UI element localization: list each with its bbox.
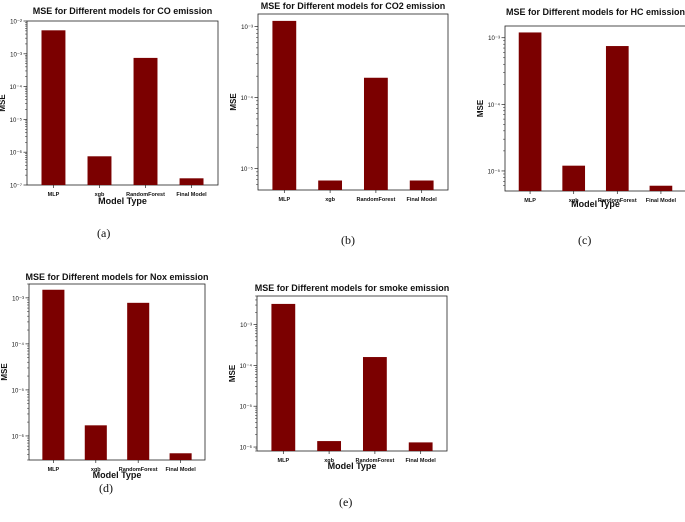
bar-mlp	[272, 20, 297, 190]
y-tick-label: 10⁻³	[488, 36, 500, 42]
y-tick-label: 10⁻⁷	[10, 183, 22, 190]
y-tick-label: 10⁻²	[10, 20, 22, 26]
chart-panel-2: MSE for Different models for CO2 emissio…	[229, 1, 449, 203]
x-tick-label: MLP	[279, 197, 291, 203]
chart-title: MSE for Different models for Nox emissio…	[25, 272, 208, 282]
x-tick-label: MLP	[48, 192, 60, 198]
x-tick-label: RandomForest	[119, 467, 158, 473]
y-axis-label: MSE	[476, 99, 485, 117]
x-tick-label: MLP	[278, 458, 290, 464]
y-tick-label: 10⁻³	[12, 296, 24, 302]
x-tick-label: RandomForest	[126, 192, 165, 198]
y-axis-label: MSE	[0, 363, 9, 381]
x-tick-label: xgb	[95, 192, 105, 198]
chart-panel-5: MSE for Different models for smoke emiss…	[228, 283, 449, 471]
y-tick-label: 10⁻³	[240, 323, 252, 329]
bar-xgb	[318, 180, 343, 190]
chart-title: MSE for Different models for HC emission	[506, 7, 685, 17]
y-tick-label: 10⁻⁵	[241, 166, 254, 173]
chart-title: MSE for Different models for smoke emiss…	[255, 283, 450, 293]
bar-final-model	[649, 185, 673, 191]
bar-randomforest	[362, 357, 387, 451]
x-axis-label: Model Type	[571, 199, 620, 209]
y-tick-label: 10⁻⁴	[10, 84, 23, 91]
x-tick-label: Final Model	[165, 467, 196, 473]
bar-xgb	[87, 156, 112, 185]
panel-label-d: (d)	[99, 481, 113, 495]
x-tick-label: MLP	[48, 467, 60, 473]
y-tick-label: 10⁻³	[10, 52, 22, 58]
x-tick-label: Final Model	[407, 197, 438, 203]
x-tick-label: RandomForest	[356, 197, 395, 203]
y-tick-label: 10⁻⁴	[240, 363, 253, 370]
plot-frame	[26, 20, 219, 186]
x-tick-label: xgb	[569, 198, 579, 204]
y-tick-label: 10⁻⁶	[10, 150, 23, 157]
plot-frame	[504, 25, 685, 192]
x-axis-label: Model Type	[328, 461, 377, 471]
x-tick-label: Final Model	[176, 192, 207, 198]
bar-final-model	[179, 178, 204, 185]
x-tick-label: RandomForest	[598, 198, 637, 204]
chart-title: MSE for Different models for CO2 emissio…	[261, 1, 446, 11]
x-tick-label: Final Model	[406, 458, 437, 464]
bar-final-model	[169, 453, 192, 460]
x-tick-label: xgb	[325, 197, 335, 203]
plot-frame	[256, 295, 448, 452]
plot-frame	[28, 283, 206, 461]
x-tick-label: RandomForest	[355, 458, 394, 464]
bar-xgb	[84, 425, 107, 460]
y-tick-label: 10⁻⁶	[12, 433, 25, 440]
y-tick-label: 10⁻⁴	[241, 95, 254, 102]
bar-xgb	[317, 441, 342, 451]
y-axis-label: MSE	[0, 94, 7, 112]
plot-frame	[257, 13, 449, 191]
y-tick-label: 10⁻⁴	[488, 102, 501, 109]
chart-panel-1: MSE for Different models for CO emission…	[0, 6, 219, 206]
y-axis-label: MSE	[228, 364, 237, 382]
bar-mlp	[41, 30, 66, 185]
bar-final-model	[408, 442, 433, 451]
bar-randomforest	[133, 57, 158, 185]
x-axis-label: Model Type	[98, 196, 147, 206]
y-tick-label: 10⁻⁵	[488, 168, 501, 175]
y-tick-label: 10⁻⁵	[240, 404, 253, 411]
chart-panel-3: MSE for Different models for HC emission…	[476, 7, 685, 209]
x-tick-label: xgb	[91, 467, 101, 473]
x-axis-label: Model Type	[93, 470, 142, 480]
bar-mlp	[271, 303, 296, 451]
bar-final-model	[409, 180, 434, 190]
bar-randomforest	[127, 302, 150, 460]
y-axis-label: MSE	[229, 93, 238, 111]
bar-randomforest	[605, 46, 629, 191]
x-tick-label: Final Model	[646, 198, 677, 204]
y-tick-label: 10⁻⁵	[10, 117, 23, 124]
x-tick-label: MLP	[524, 198, 536, 204]
bar-mlp	[518, 32, 542, 191]
y-tick-label: 10⁻³	[241, 25, 253, 31]
x-tick-label: xgb	[324, 458, 334, 464]
panel-label-a: (a)	[97, 226, 111, 240]
bar-mlp	[42, 289, 65, 460]
bar-xgb	[562, 165, 586, 191]
panel-label-b: (b)	[341, 233, 355, 247]
bar-randomforest	[363, 77, 388, 190]
y-tick-label: 10⁻⁴	[12, 341, 25, 348]
y-tick-label: 10⁻⁵	[12, 387, 25, 394]
panel-label-e: (e)	[339, 495, 353, 509]
chart-title: MSE for Different models for CO emission	[33, 6, 213, 16]
y-tick-label: 10⁻⁶	[240, 445, 253, 452]
panel-label-c: (c)	[578, 233, 592, 247]
chart-panel-4: MSE for Different models for Nox emissio…	[0, 272, 209, 480]
